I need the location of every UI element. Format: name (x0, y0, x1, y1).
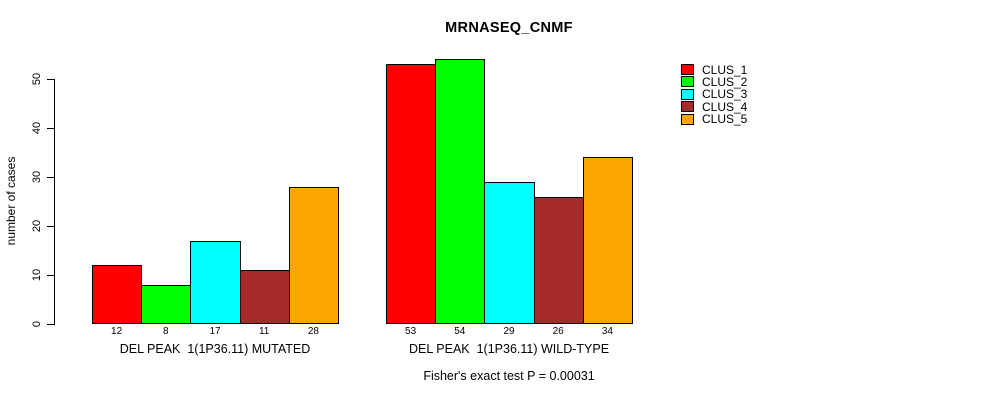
y-axis-label: number of cases (4, 156, 18, 246)
legend-swatch-clus_4 (681, 101, 694, 113)
legend-label-clus_4: CLUS_4 (702, 99, 748, 114)
y-tick-mark (47, 128, 54, 129)
y-tick-label: 40 (31, 121, 43, 135)
legend-label-clus_5: CLUS_5 (702, 112, 748, 127)
bar-value-label: 34 (601, 326, 613, 337)
bar-value-label: 28 (307, 326, 319, 337)
bar-clus_2 (435, 59, 486, 324)
bar-value-label: 29 (503, 326, 515, 337)
legend-swatch-clus_2 (681, 76, 694, 88)
y-axis-line (54, 79, 55, 325)
legend-label-clus_1: CLUS_1 (702, 62, 748, 77)
bar-value-label: 17 (209, 326, 221, 337)
legend-swatch-clus_5 (681, 113, 694, 125)
bar-clus_4 (239, 270, 290, 324)
y-tick-mark (47, 275, 54, 276)
legend-label-clus_3: CLUS_3 (702, 87, 748, 102)
bar-value-label: 11 (258, 326, 270, 337)
group-label: DEL PEAK 1(1P36.11) WILD-TYPE (408, 342, 610, 356)
y-tick-mark (47, 177, 54, 178)
bar-clus_5 (582, 157, 633, 324)
y-tick-label: 50 (31, 72, 43, 86)
y-tick-label: 0 (31, 320, 43, 328)
bar-value-label: 12 (111, 326, 123, 337)
bar-clus_3 (484, 181, 535, 324)
chart-title: MRNASEQ_CNMF (445, 20, 573, 36)
y-tick-label: 20 (31, 219, 43, 233)
y-tick-label: 30 (31, 170, 43, 184)
y-tick-mark (47, 79, 54, 80)
y-tick-label: 10 (31, 268, 43, 282)
bar-clus_1 (92, 265, 143, 324)
legend-swatch-clus_1 (681, 64, 694, 75)
bar-clus_1 (386, 64, 437, 324)
bar-value-label: 26 (552, 326, 564, 337)
bar-clus_5 (288, 186, 339, 324)
subtitle: Fisher's exact test P = 0.00031 (423, 369, 595, 383)
group-label: DEL PEAK 1(1P36.11) MUTATED (119, 342, 311, 356)
legend-swatch-clus_3 (681, 88, 694, 100)
bar-clus_4 (533, 196, 584, 324)
bar-value-label: 54 (454, 326, 466, 337)
bar-clus_2 (141, 284, 192, 324)
bar-clus_3 (190, 240, 241, 324)
bar-value-label: 53 (405, 326, 417, 337)
legend-label-clus_2: CLUS_2 (702, 74, 748, 89)
y-tick-mark (47, 324, 54, 325)
y-tick-mark (47, 226, 54, 227)
bar-value-label: 8 (163, 326, 169, 337)
